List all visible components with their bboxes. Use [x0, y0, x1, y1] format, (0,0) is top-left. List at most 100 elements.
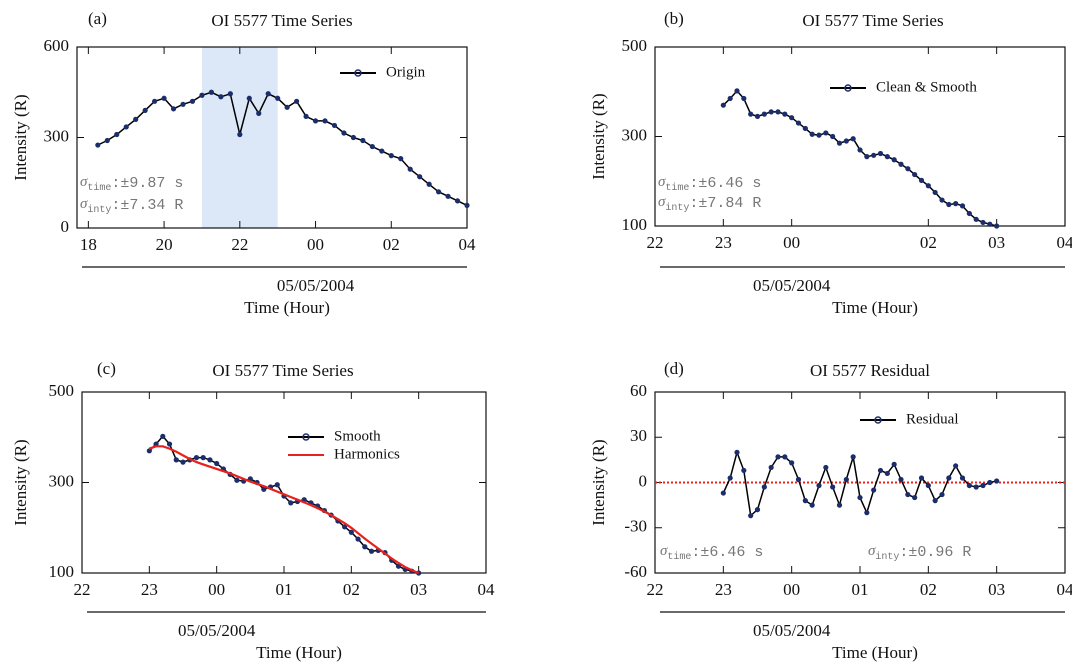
y-tick-label: -30: [624, 517, 647, 536]
data-point: [912, 494, 918, 501]
y-tick-label: 0: [61, 217, 70, 236]
data-point: [200, 455, 206, 461]
x-tick-label: 00: [307, 235, 324, 254]
x-tick-label: 03: [988, 233, 1005, 252]
annotation-symbol: σ: [658, 194, 666, 210]
data-point: [830, 133, 836, 140]
data-point: [939, 197, 945, 203]
data-point: [789, 460, 795, 466]
data-point: [265, 91, 271, 97]
x-tick-label: 22: [231, 235, 248, 254]
y-tick-label: 0: [639, 471, 648, 490]
chart-title: OI 5577 Residual: [810, 361, 930, 380]
plot-frame: [81, 391, 487, 574]
y-tick-label: -60: [624, 562, 647, 581]
data-point: [843, 476, 849, 483]
annotation-text: :±7.84 R: [689, 195, 761, 212]
data-point: [256, 110, 262, 116]
data-point: [891, 157, 897, 163]
annotation: σinty:±0.96 R: [868, 543, 971, 562]
x-axis-label: Time (Hour): [256, 643, 342, 662]
data-point: [388, 153, 394, 159]
data-point: [114, 131, 120, 138]
data-point: [918, 177, 925, 183]
legend-marker: [844, 84, 852, 92]
annotation-text: :±0.96 R: [899, 544, 971, 561]
annotation-symbol: σ: [80, 196, 88, 212]
y-tick-label: 300: [622, 125, 648, 144]
date-label: 05/05/2004: [178, 621, 256, 640]
data-point: [368, 548, 375, 554]
data-point: [261, 486, 267, 492]
data-point: [170, 106, 177, 112]
data-point: [871, 152, 877, 158]
data-point: [152, 98, 158, 104]
data-point: [973, 216, 979, 222]
y-tick-label: 100: [49, 562, 75, 581]
data-point: [864, 154, 870, 160]
annotation-text: :±6.46 s: [691, 544, 763, 561]
data-point: [871, 487, 877, 493]
data-point: [823, 464, 829, 471]
legend-label: Origin: [386, 64, 426, 80]
data-point: [173, 457, 179, 463]
data-point: [925, 183, 931, 189]
data-point: [959, 475, 966, 481]
data-point: [754, 507, 761, 513]
annotation-symbol: σ: [80, 174, 88, 190]
y-tick-label: 100: [622, 215, 648, 234]
legend-marker: [874, 416, 882, 424]
data-point: [234, 477, 240, 483]
data-point: [454, 198, 461, 204]
x-tick-label: 00: [783, 580, 800, 599]
data-point: [898, 476, 904, 483]
data-point: [464, 202, 470, 208]
legend-label: Harmonics: [334, 446, 400, 462]
data-point: [850, 136, 856, 142]
data-point: [350, 134, 357, 141]
y-tick-label: 60: [630, 381, 647, 400]
annotation: σinty:±7.84 R: [658, 194, 761, 213]
x-tick-label: 23: [141, 580, 158, 599]
y-tick-label: 500: [49, 381, 75, 400]
x-tick-label: 04: [1057, 580, 1072, 599]
data-point: [341, 130, 347, 136]
data-point: [816, 132, 822, 138]
data-point: [734, 88, 740, 94]
data-point: [348, 529, 354, 535]
data-point: [180, 459, 186, 465]
data-point: [312, 118, 319, 124]
data-point: [775, 109, 781, 115]
data-point: [768, 464, 774, 471]
data-point: [782, 454, 788, 460]
data-point: [905, 166, 911, 172]
data-point: [275, 95, 281, 101]
data-point: [987, 479, 993, 486]
series-line: [97, 91, 468, 207]
data-point: [891, 461, 897, 467]
data-point: [727, 475, 733, 481]
data-point: [953, 201, 959, 207]
panel-label: (d): [664, 359, 684, 378]
data-point: [802, 125, 808, 132]
data-point: [973, 484, 979, 490]
data-point: [802, 498, 808, 504]
x-tick-label: 20: [156, 235, 173, 254]
data-point: [768, 109, 774, 115]
data-point: [123, 124, 129, 130]
annotation-subscript: time: [87, 182, 111, 194]
x-axis-label: Time (Hour): [832, 643, 918, 662]
x-tick-label: 22: [74, 580, 91, 599]
annotation: σtime:±9.87 s: [80, 174, 183, 193]
data-point: [445, 193, 451, 199]
data-point: [946, 475, 952, 481]
data-point: [864, 510, 870, 516]
y-tick-label: 300: [44, 126, 70, 145]
data-point: [207, 457, 213, 463]
y-tick-label: 500: [622, 36, 648, 55]
data-point: [407, 166, 413, 172]
data-point: [850, 454, 856, 460]
data-point: [727, 95, 733, 102]
data-point: [303, 113, 309, 119]
data-point: [741, 467, 747, 474]
